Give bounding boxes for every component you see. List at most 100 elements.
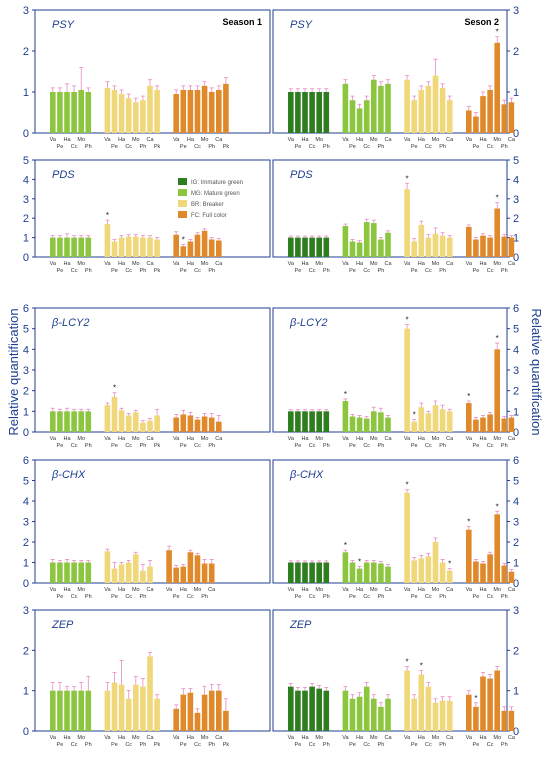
bar: [173, 234, 179, 257]
category-label: Pe: [411, 742, 418, 748]
bar: [487, 678, 493, 731]
bar: [349, 241, 356, 257]
bar: [432, 75, 439, 133]
bar: [208, 563, 215, 583]
bar: [473, 561, 479, 583]
category-label: Ha: [301, 587, 309, 593]
category-label: Cc: [309, 594, 316, 600]
category-label: Mo: [370, 735, 378, 741]
category-label: Ph: [140, 594, 147, 600]
y-tick-label: 1: [513, 686, 519, 698]
bar: [154, 415, 160, 432]
y-tick-label: 1: [23, 233, 29, 245]
bar: [216, 240, 222, 257]
bar: [147, 656, 153, 731]
y-tick-label: 2: [513, 645, 519, 657]
bar: [180, 89, 187, 133]
y-tick-label: 2: [23, 386, 29, 398]
bar: [154, 698, 160, 731]
bar: [349, 698, 356, 731]
category-label: Va: [173, 436, 180, 442]
category-label: Mo: [370, 587, 378, 593]
significance-star: *: [406, 316, 409, 325]
category-label: Va: [104, 137, 111, 143]
bar: [187, 89, 194, 133]
bar: [378, 563, 384, 583]
category-label: Cc: [125, 742, 132, 748]
bar: [78, 562, 84, 583]
bar: [487, 89, 493, 133]
bar: [57, 411, 63, 432]
bar: [302, 237, 308, 257]
y-tick-label: 6: [513, 455, 519, 467]
category-label: Ph: [85, 443, 92, 449]
gene-label: ZEP: [51, 619, 74, 631]
category-label: Va: [342, 137, 349, 143]
bar: [85, 237, 92, 257]
significance-star: *: [496, 28, 499, 37]
category-label: Ph: [378, 144, 385, 150]
bar: [473, 706, 479, 731]
category-label: Cc: [425, 594, 432, 600]
bar: [363, 100, 370, 133]
category-label: Va: [404, 261, 411, 267]
y-tick-label: 3: [513, 517, 519, 529]
bar: [356, 108, 363, 133]
bar: [309, 686, 315, 731]
panel-psy-s1: 0123PSYVaPeHaCcMoPhVaPeHaCcMoPhCaPkVaPeH…: [23, 5, 271, 150]
bar: [494, 208, 500, 257]
bar: [187, 241, 194, 257]
category-label: Va: [342, 261, 349, 267]
bar: [385, 698, 391, 731]
bar: [104, 87, 111, 133]
bar: [71, 92, 77, 133]
category-label: Ha: [356, 436, 364, 442]
category-label: Pk: [154, 742, 161, 748]
bar: [316, 562, 322, 583]
panels-layer: 0123PSYVaPeHaCcMoPhVaPeHaCcMoPhCaPkVaPeH…: [23, 5, 519, 748]
bar: [356, 696, 363, 731]
bar: [404, 328, 410, 432]
bar: [480, 563, 486, 583]
category-label: Pe: [180, 268, 187, 274]
bar: [125, 562, 132, 583]
bar: [480, 235, 486, 257]
significance-star: *: [182, 235, 185, 244]
category-label: Ha: [418, 587, 426, 593]
category-label: Cc: [309, 144, 316, 150]
category-label: Ph: [323, 742, 330, 748]
bar: [378, 412, 384, 432]
y-tick-label: 4: [513, 174, 519, 186]
y-tick-label: 1: [513, 406, 519, 418]
category-label: Pe: [295, 144, 302, 150]
bar: [111, 396, 118, 432]
category-label: Va: [404, 137, 411, 143]
bar: [118, 237, 125, 257]
category-label: Ha: [63, 137, 71, 143]
bar: [288, 411, 294, 432]
category-label: Va: [173, 261, 180, 267]
category-label: Va: [50, 137, 57, 143]
y-tick-label: 5: [513, 476, 519, 488]
category-label: Ha: [418, 137, 426, 143]
category-label: Mo: [201, 261, 209, 267]
category-label: Va: [104, 587, 111, 593]
y-tick-label: 2: [23, 537, 29, 549]
y-tick-label: 3: [513, 5, 519, 17]
category-label: Ha: [479, 587, 487, 593]
bar: [439, 562, 446, 583]
category-label: Ph: [208, 443, 215, 449]
category-label: Cc: [71, 268, 78, 274]
y-tick-label: 3: [23, 605, 29, 617]
bar: [342, 225, 349, 257]
bar: [309, 92, 315, 133]
bar: [295, 690, 301, 731]
bar: [57, 92, 63, 133]
bar: [404, 79, 410, 133]
